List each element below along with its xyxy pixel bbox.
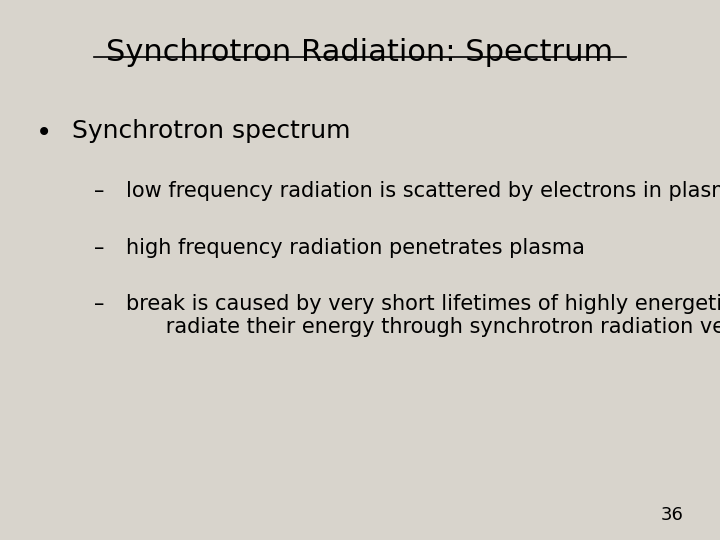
Text: low frequency radiation is scattered by electrons in plasma: low frequency radiation is scattered by … bbox=[126, 181, 720, 201]
Text: –: – bbox=[94, 238, 104, 258]
Text: 36: 36 bbox=[661, 506, 684, 524]
Text: Synchrotron Radiation: Spectrum: Synchrotron Radiation: Spectrum bbox=[107, 38, 613, 67]
Text: –: – bbox=[94, 181, 104, 201]
Text: •: • bbox=[36, 119, 53, 147]
Text: –: – bbox=[94, 294, 104, 314]
Text: break is caused by very short lifetimes of highly energetic electrons (they
    : break is caused by very short lifetimes … bbox=[126, 294, 720, 338]
Text: Synchrotron spectrum: Synchrotron spectrum bbox=[72, 119, 351, 143]
Text: high frequency radiation penetrates plasma: high frequency radiation penetrates plas… bbox=[126, 238, 585, 258]
